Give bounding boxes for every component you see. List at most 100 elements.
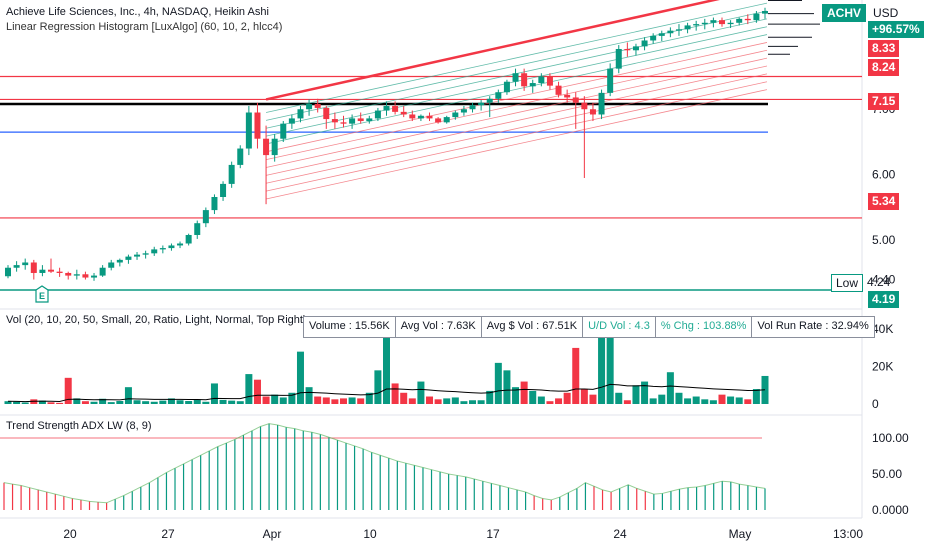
price-tick-label: 5.00 <box>872 233 896 247</box>
volume-bar <box>658 394 666 404</box>
volume-bar <box>512 387 520 404</box>
volume-bar <box>623 400 631 404</box>
candle-body <box>460 109 467 113</box>
volume-bar <box>245 374 253 404</box>
volume-bar <box>744 399 752 404</box>
regression-line <box>265 2 768 113</box>
stat-avg-dollar-vol: Avg $ Vol : 67.51K <box>482 317 584 337</box>
candle-body <box>641 40 648 47</box>
candle-body <box>91 275 98 278</box>
volume-bar <box>13 401 21 404</box>
adx-header: Trend Strength ADX LW (8, 9) <box>6 420 152 432</box>
candle-body <box>194 223 201 235</box>
volume-bar <box>296 351 304 404</box>
volume-bar <box>193 399 201 404</box>
low-label: Low <box>831 274 864 292</box>
candle-body <box>202 210 209 224</box>
price-tag-833: 8.33 <box>868 40 900 57</box>
candle-body <box>598 92 605 115</box>
candle-body <box>108 262 115 268</box>
volume-bar <box>537 396 545 404</box>
price-candles <box>5 7 768 281</box>
volume-bar <box>503 370 511 404</box>
volume-bar <box>572 347 580 404</box>
symbol-badge[interactable]: ACHV <box>822 4 867 22</box>
volume-bar <box>159 400 167 404</box>
candle-body <box>486 98 493 103</box>
candle-body <box>177 243 184 246</box>
earnings-icon <box>35 285 49 303</box>
candle-body <box>607 68 614 93</box>
volume-bar <box>391 383 399 404</box>
volume-bar <box>142 401 150 404</box>
stat-avg-vol: Avg Vol : 7.63K <box>396 317 482 337</box>
candle-body <box>125 256 132 260</box>
x-tick-label: 13:00 <box>833 527 863 541</box>
volume-bar <box>443 398 451 404</box>
candle-body <box>306 104 313 110</box>
candle-body <box>73 274 80 276</box>
candle-body <box>667 30 674 34</box>
volume-bar <box>202 401 210 404</box>
price-tag-419: 4.19 <box>868 291 900 308</box>
candle-body <box>426 115 433 119</box>
regression-line <box>265 42 768 153</box>
volume-tick-label: 0 <box>872 397 879 411</box>
volume-bar <box>348 397 356 404</box>
candle-body <box>211 197 218 211</box>
volume-bar <box>589 394 597 404</box>
volume-bar <box>56 402 64 404</box>
x-tick-label: 27 <box>161 527 175 541</box>
x-tick-label: 20 <box>63 527 77 541</box>
volume-bar <box>718 394 726 404</box>
volume-bar <box>219 399 227 404</box>
candle-body <box>30 262 37 273</box>
volume-bar <box>279 397 287 404</box>
volume-bar <box>434 399 442 404</box>
volume-bar <box>81 401 89 404</box>
price-tick-label: 6.00 <box>872 168 896 182</box>
candle-body <box>762 11 768 14</box>
volume-tick-label: 20K <box>872 360 893 374</box>
volume-bar <box>615 392 623 404</box>
volume-bar <box>305 387 313 404</box>
volume-bar <box>709 400 717 404</box>
regression-line <box>265 10 768 121</box>
candle-body <box>753 13 760 21</box>
volume-bar <box>288 392 296 404</box>
change-pct-tag: +96.57% <box>868 21 924 38</box>
candle-body <box>693 24 700 26</box>
volume-bar <box>383 319 390 404</box>
earnings-marker[interactable]: E <box>35 285 49 303</box>
grid <box>0 0 863 519</box>
candle-body <box>615 48 622 69</box>
candle-body <box>323 107 330 120</box>
volume-bar <box>236 401 244 404</box>
candle-body <box>297 109 304 119</box>
candle-body <box>710 20 717 23</box>
candle-body <box>469 105 476 110</box>
volume-bar <box>555 398 563 404</box>
regression-upper-line <box>265 0 720 101</box>
candle-body <box>675 29 682 31</box>
volume-bar <box>675 392 683 404</box>
candle-body <box>366 118 373 122</box>
adx-tick-label: 0.0000 <box>872 503 909 517</box>
stat-pct-chg: % Chg : 103.88% <box>656 317 753 337</box>
volume-bar <box>520 381 528 404</box>
currency-label[interactable]: USD <box>873 6 899 20</box>
adx-bars <box>0 423 766 510</box>
x-tick-label: 10 <box>363 527 377 541</box>
candle-body <box>82 274 89 278</box>
candle-body <box>727 22 734 25</box>
candle-body <box>228 164 235 184</box>
volume-bar <box>580 389 588 404</box>
volume-bar <box>477 400 485 404</box>
candle-body <box>116 259 123 263</box>
axes: 4.405.006.007.00020K40K0.000050.00100.00… <box>63 102 909 541</box>
volume-bar <box>167 398 175 404</box>
volume-tick-label: 40K <box>872 322 893 336</box>
candle-body <box>658 33 665 36</box>
candle-body <box>392 105 399 112</box>
volume-bar <box>666 372 674 404</box>
